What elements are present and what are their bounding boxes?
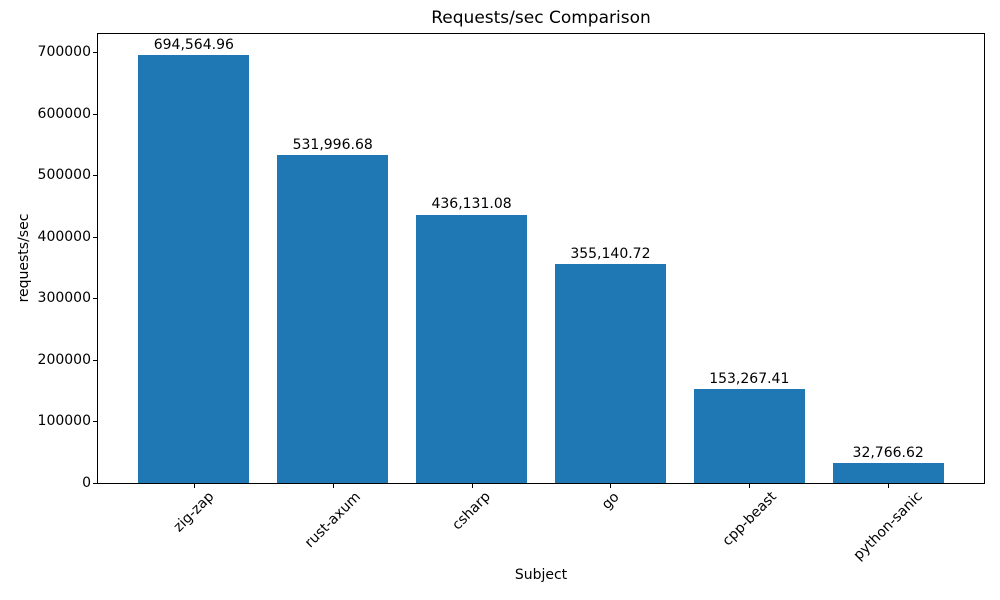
y-tick-label: 500000	[37, 167, 91, 184]
x-tick-label: csharp	[449, 488, 494, 534]
x-axis-label: Subject	[514, 567, 568, 583]
bar-go	[554, 264, 666, 483]
y-axis-label: requests/sec	[16, 213, 32, 303]
x-tick-label: zig-zap	[170, 488, 218, 536]
y-tick-label: 0	[82, 475, 91, 491]
x-tick-label: go	[598, 488, 623, 513]
x-tick-mark	[610, 484, 612, 488]
y-tick-mark	[93, 298, 97, 300]
y-tick-mark	[93, 175, 97, 177]
y-tick-label: 600000	[37, 105, 91, 122]
x-tick-label: python-sanic	[850, 488, 926, 565]
x-tick-label: cpp-beast	[719, 488, 780, 550]
bar-value-label: 153,267.41	[709, 370, 790, 387]
x-tick-mark	[888, 484, 890, 488]
y-tick-mark	[93, 236, 97, 238]
bar-zig-zap	[138, 55, 250, 483]
bar-python-sanic	[832, 462, 944, 483]
y-tick-label: 200000	[37, 351, 91, 368]
y-tick-label: 300000	[37, 290, 91, 307]
bar-value-label: 355,140.72	[570, 246, 651, 263]
x-tick-mark	[471, 484, 473, 488]
x-tick-mark	[749, 484, 751, 488]
y-tick-mark	[93, 359, 97, 361]
bar-csharp	[416, 214, 528, 483]
y-tick-label: 400000	[37, 228, 91, 245]
y-tick-mark	[93, 113, 97, 115]
y-tick-label: 100000	[37, 413, 91, 430]
y-tick-mark	[93, 52, 97, 54]
x-tick-mark	[193, 484, 195, 488]
bar-value-label: 531,996.68	[292, 137, 373, 154]
x-tick-label: rust-axum	[301, 489, 364, 552]
bar-value-label: 694,564.96	[153, 37, 234, 54]
x-tick-mark	[332, 484, 334, 488]
y-tick-mark	[93, 483, 97, 484]
bar-value-label: 436,131.08	[431, 196, 512, 213]
bar-rust-axum	[277, 155, 389, 483]
y-tick-mark	[93, 421, 97, 423]
plot-area: 694,564.96 531,996.68 436,131.08 355,140.72…	[97, 33, 985, 484]
y-tick-label: 700000	[37, 44, 91, 61]
bar-cpp-beast	[693, 388, 805, 483]
chart-title: Requests/sec Comparison	[431, 8, 651, 28]
bar-value-label: 32,766.62	[852, 444, 924, 461]
